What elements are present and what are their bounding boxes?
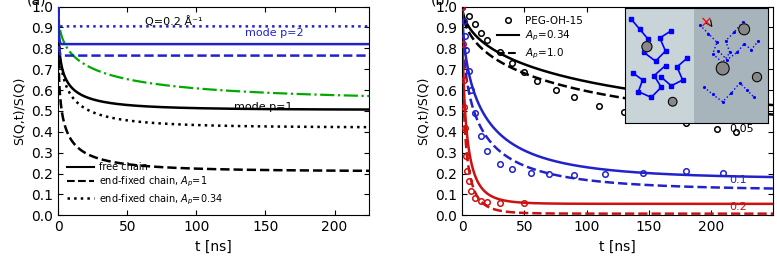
X-axis label: t [ns]: t [ns] — [599, 240, 636, 254]
Legend: PEG-OH-15, $A_p$=0.34, $A_p$=1.0: PEG-OH-15, $A_p$=0.34, $A_p$=1.0 — [493, 12, 587, 65]
Text: Q [Å⁻¹]: Q [Å⁻¹] — [692, 103, 732, 115]
Y-axis label: S(Q,t)/S(Q): S(Q,t)/S(Q) — [13, 77, 26, 145]
Text: 0.1: 0.1 — [729, 175, 747, 185]
Text: mode p=1: mode p=1 — [234, 102, 292, 111]
Text: mode p=2: mode p=2 — [245, 28, 303, 38]
Text: 0.2: 0.2 — [729, 202, 747, 212]
Text: 0.05: 0.05 — [729, 124, 754, 134]
Legend: free chain, end-fixed chain, $A_p$=1, end-fixed chain, $A_p$=0.34: free chain, end-fixed chain, $A_p$=1, en… — [63, 158, 227, 210]
X-axis label: t [ns]: t [ns] — [195, 240, 232, 254]
Text: Q=0.2 Å⁻¹: Q=0.2 Å⁻¹ — [145, 16, 203, 27]
Y-axis label: S(Q,t)/S(Q): S(Q,t)/S(Q) — [417, 77, 430, 145]
Text: (b): (b) — [431, 0, 451, 7]
Text: (a): (a) — [27, 0, 47, 7]
